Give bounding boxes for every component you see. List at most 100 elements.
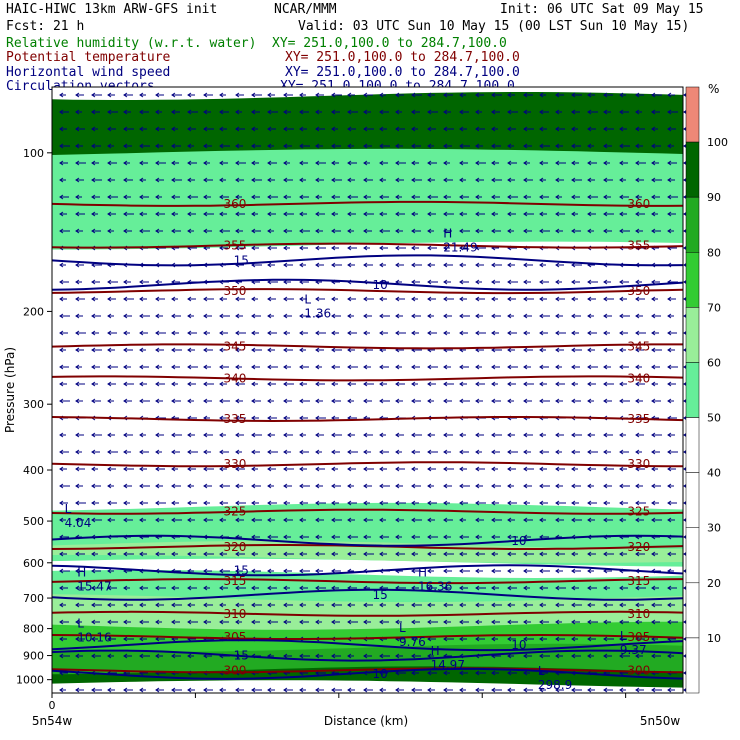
vector-arrow: [75, 279, 82, 285]
vector-arrow: [363, 109, 371, 115]
vector-arrow: [267, 92, 275, 98]
vector-arrow: [315, 483, 323, 489]
vector-arrow: [75, 585, 86, 591]
vector-arrow: [411, 398, 421, 404]
vector-arrow: [363, 449, 371, 455]
vector-arrow: [635, 228, 643, 234]
vector-arrow: [171, 228, 181, 234]
vector-arrow: [411, 381, 418, 387]
vector-arrow: [283, 228, 292, 234]
vector-arrow: [667, 177, 675, 183]
vector-arrow: [267, 568, 274, 574]
vector-arrow: [299, 364, 309, 370]
vector-arrow: [491, 211, 498, 217]
vector-arrow: [299, 211, 307, 217]
vector-arrow: [171, 619, 180, 625]
vector-arrow: [491, 517, 502, 523]
vector-arrow: [651, 143, 661, 149]
vector-arrow: [347, 602, 355, 608]
vector-arrow: [363, 517, 373, 523]
vector-arrow: [667, 585, 677, 591]
vector-arrow: [235, 687, 244, 693]
vector-arrow: [331, 415, 339, 421]
vector-arrow: [251, 364, 260, 370]
vector-arrow: [123, 500, 130, 506]
vector-arrow: [459, 126, 467, 132]
vector-arrow: [507, 449, 518, 455]
vector-arrow: [251, 109, 260, 115]
vector-arrow: [411, 619, 420, 625]
vector-arrow: [667, 466, 676, 472]
vector-arrow: [219, 619, 229, 625]
vector-arrow: [395, 177, 404, 183]
vector-arrow: [155, 364, 162, 370]
colorbar-tick-label: 20: [707, 577, 721, 590]
vector-arrow: [411, 466, 418, 472]
vector-arrow: [347, 517, 355, 523]
vector-arrow: [155, 466, 165, 472]
vector-arrow: [523, 313, 532, 319]
vector-arrow: [411, 364, 420, 370]
vector-arrow: [139, 636, 147, 642]
vector-arrow: [603, 194, 611, 200]
vector-arrow: [651, 228, 661, 234]
vector-arrow: [299, 619, 309, 625]
vector-arrow: [123, 449, 131, 455]
vector-arrow: [443, 211, 454, 217]
vector-arrow: [603, 500, 610, 506]
vector-arrow: [667, 687, 675, 693]
vector-arrow: [155, 517, 164, 523]
vector-arrow: [395, 313, 403, 319]
vector-arrow: [427, 619, 438, 625]
vector-arrow: [443, 177, 453, 183]
vector-arrow: [283, 296, 294, 302]
vector-arrow: [459, 228, 470, 234]
vector-arrow: [587, 619, 598, 625]
vector-arrow: [187, 177, 195, 183]
vector-arrow: [523, 262, 533, 268]
vector-arrow: [539, 194, 549, 200]
vector-arrow: [539, 619, 549, 625]
extremum-marker: H: [418, 566, 427, 580]
vector-arrow: [219, 687, 226, 693]
vector-arrow: [219, 313, 230, 319]
vector-arrow: [411, 279, 420, 285]
vector-arrow: [651, 313, 661, 319]
vector-arrow: [203, 296, 214, 302]
vector-arrow: [443, 568, 452, 574]
vector-arrow: [475, 126, 485, 132]
vector-arrow: [379, 92, 386, 98]
vector-arrow: [331, 245, 339, 251]
vector-arrow: [667, 296, 676, 302]
vector-arrow: [363, 602, 373, 608]
vector-arrow: [59, 568, 70, 574]
vector-arrow: [491, 330, 499, 336]
vector-arrow: [411, 602, 422, 608]
vector-arrow: [459, 670, 468, 676]
vector-arrow: [635, 466, 645, 472]
vector-arrow: [75, 262, 84, 268]
vector-arrow: [107, 602, 115, 608]
vector-arrow: [523, 619, 531, 625]
vector-arrow: [107, 313, 114, 319]
vector-arrow: [603, 466, 614, 472]
vector-arrow: [507, 551, 516, 557]
vector-arrow: [91, 228, 101, 234]
vector-arrow: [603, 619, 611, 625]
vector-arrow: [603, 330, 610, 336]
theta-contour-label: 360: [224, 197, 247, 211]
vector-arrow: [443, 619, 451, 625]
y-tick-label: 800: [23, 623, 44, 636]
vector-arrow: [651, 687, 662, 693]
vector-arrow: [587, 432, 595, 438]
vector-arrow: [59, 585, 68, 591]
vector-arrow: [667, 211, 676, 217]
vector-arrow: [155, 500, 166, 506]
vector-arrow: [299, 568, 310, 574]
vector-arrow: [107, 228, 114, 234]
vector-arrow: [491, 636, 498, 642]
vector-arrow: [395, 466, 405, 472]
vector-arrow: [123, 364, 131, 370]
vector-arrow: [475, 262, 484, 268]
vector-arrow: [347, 313, 354, 319]
